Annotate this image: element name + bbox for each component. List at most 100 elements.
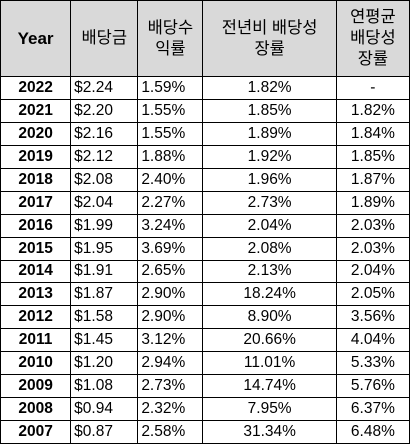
cell-yield[interactable]: 2.90% xyxy=(137,282,204,307)
cell-dividend[interactable]: $2.04 xyxy=(70,190,139,215)
cell-year[interactable]: 2018 xyxy=(0,167,72,192)
table-row: 2012 $1.58 2.90% 8.90% 3.56% xyxy=(0,305,411,330)
header-row: Year 배당금 배당수 익률 전년비 배당성 장률 연평균 배당성 장률 xyxy=(0,0,411,77)
cell-cagr[interactable]: 1.87% xyxy=(335,167,411,192)
table-row: 2013 $1.87 2.90% 18.24% 2.05% xyxy=(0,282,411,307)
cell-yield[interactable]: 3.69% xyxy=(137,236,204,261)
cell-dividend[interactable]: $2.12 xyxy=(70,144,139,169)
cell-cagr[interactable]: 5.76% xyxy=(335,374,411,399)
cell-cagr[interactable]: 6.37% xyxy=(335,397,411,422)
cell-year[interactable]: 2022 xyxy=(0,76,72,100)
header-cagr-line3: 장률 xyxy=(357,50,389,68)
cell-cagr[interactable]: 1.89% xyxy=(335,190,411,215)
cell-dividend[interactable]: $1.58 xyxy=(70,305,139,330)
table-row: 2010 $1.20 2.94% 11.01% 5.33% xyxy=(0,351,411,376)
cell-yield[interactable]: 1.55% xyxy=(137,121,204,146)
cell-yield[interactable]: 2.90% xyxy=(137,305,204,330)
cell-cagr[interactable]: 1.84% xyxy=(335,121,411,146)
cell-yoy-growth[interactable]: 2.13% xyxy=(202,259,337,284)
cell-dividend[interactable]: $1.95 xyxy=(70,236,139,261)
header-dividend: 배당금 xyxy=(70,0,139,77)
cell-dividend[interactable]: $2.08 xyxy=(70,167,139,192)
header-yoy-line2: 장률 xyxy=(254,39,285,58)
header-yield-line1: 배당수 xyxy=(147,18,194,37)
cell-dividend[interactable]: $1.45 xyxy=(70,328,139,353)
cell-yield[interactable]: 2.27% xyxy=(137,190,204,215)
cell-yoy-growth[interactable]: 1.85% xyxy=(202,98,337,123)
cell-yield[interactable]: 2.73% xyxy=(137,374,204,399)
cell-cagr[interactable]: 1.82% xyxy=(335,98,411,123)
cell-cagr[interactable]: 5.33% xyxy=(335,351,411,376)
cell-yield[interactable]: 2.94% xyxy=(137,351,204,376)
cell-yoy-growth[interactable]: 1.89% xyxy=(202,121,337,146)
cell-dividend[interactable]: $0.87 xyxy=(70,420,139,444)
cell-year[interactable]: 2016 xyxy=(0,213,72,238)
cell-dividend[interactable]: $2.20 xyxy=(70,98,139,123)
cell-dividend[interactable]: $1.08 xyxy=(70,374,139,399)
cell-year[interactable]: 2009 xyxy=(0,374,72,399)
cell-dividend[interactable]: $2.24 xyxy=(70,76,139,100)
cell-cagr[interactable]: 4.04% xyxy=(335,328,411,353)
cell-yield[interactable]: 2.65% xyxy=(137,259,204,284)
cell-year[interactable]: 2007 xyxy=(0,420,72,444)
cell-yield[interactable]: 2.40% xyxy=(137,167,204,192)
cell-yoy-growth[interactable]: 2.04% xyxy=(202,213,337,238)
cell-year[interactable]: 2017 xyxy=(0,190,72,215)
cell-year[interactable]: 2012 xyxy=(0,305,72,330)
table-row: 2021 $2.20 1.55% 1.85% 1.82% xyxy=(0,98,411,123)
cell-cagr[interactable]: 2.04% xyxy=(335,259,411,284)
cell-cagr[interactable]: 2.03% xyxy=(335,213,411,238)
cell-dividend[interactable]: $2.16 xyxy=(70,121,139,146)
cell-yield[interactable]: 1.88% xyxy=(137,144,204,169)
cell-yoy-growth[interactable]: 31.34% xyxy=(202,420,337,444)
header-yoy-growth: 전년비 배당성 장률 xyxy=(202,0,337,77)
table-row: 2017 $2.04 2.27% 2.73% 1.89% xyxy=(0,190,411,215)
cell-yoy-growth[interactable]: 2.73% xyxy=(202,190,337,215)
cell-yoy-growth[interactable]: 20.66% xyxy=(202,328,337,353)
cell-yield[interactable]: 2.32% xyxy=(137,397,204,422)
table-row: 2019 $2.12 1.88% 1.92% 1.85% xyxy=(0,144,411,169)
cell-year[interactable]: 2010 xyxy=(0,351,72,376)
cell-yoy-growth[interactable]: 11.01% xyxy=(202,351,337,376)
cell-dividend[interactable]: $1.91 xyxy=(70,259,139,284)
cell-yoy-growth[interactable]: 18.24% xyxy=(202,282,337,307)
cell-cagr[interactable]: 3.56% xyxy=(335,305,411,330)
cell-yoy-growth[interactable]: 1.96% xyxy=(202,167,337,192)
cell-yield[interactable]: 2.58% xyxy=(137,420,204,444)
header-cagr-line1: 연평균 xyxy=(350,8,396,26)
cell-yield[interactable]: 3.12% xyxy=(137,328,204,353)
cell-year[interactable]: 2008 xyxy=(0,397,72,422)
header-year: Year xyxy=(0,0,72,77)
table-row: 2007 $0.87 2.58% 31.34% 6.48% xyxy=(0,420,411,444)
cell-dividend[interactable]: $1.87 xyxy=(70,282,139,307)
cell-year[interactable]: 2014 xyxy=(0,259,72,284)
cell-yoy-growth[interactable]: 8.90% xyxy=(202,305,337,330)
cell-dividend[interactable]: $1.99 xyxy=(70,213,139,238)
cell-yield[interactable]: 1.55% xyxy=(137,98,204,123)
cell-dividend[interactable]: $1.20 xyxy=(70,351,139,376)
cell-yoy-growth[interactable]: 7.95% xyxy=(202,397,337,422)
cell-cagr[interactable]: 2.03% xyxy=(335,236,411,261)
cell-yoy-growth[interactable]: 1.82% xyxy=(202,76,337,100)
cell-yield[interactable]: 3.24% xyxy=(137,213,204,238)
cell-year[interactable]: 2019 xyxy=(0,144,72,169)
header-yield-line2: 익률 xyxy=(155,39,186,58)
cell-dividend[interactable]: $0.94 xyxy=(70,397,139,422)
cell-cagr[interactable]: 1.85% xyxy=(335,144,411,169)
cell-cagr[interactable]: 6.48% xyxy=(335,420,411,444)
cell-year[interactable]: 2015 xyxy=(0,236,72,261)
cell-yoy-growth[interactable]: 2.08% xyxy=(202,236,337,261)
cell-cagr[interactable]: - xyxy=(335,76,411,100)
table-row: 2011 $1.45 3.12% 20.66% 4.04% xyxy=(0,328,411,353)
cell-year[interactable]: 2021 xyxy=(0,98,72,123)
cell-yoy-growth[interactable]: 14.74% xyxy=(202,374,337,399)
cell-year[interactable]: 2020 xyxy=(0,121,72,146)
table-row: 2022 $2.24 1.59% 1.82% - xyxy=(0,76,411,100)
cell-cagr[interactable]: 2.05% xyxy=(335,282,411,307)
cell-year[interactable]: 2013 xyxy=(0,282,72,307)
table-row: 2009 $1.08 2.73% 14.74% 5.76% xyxy=(0,374,411,399)
cell-yield[interactable]: 1.59% xyxy=(137,76,204,100)
cell-yoy-growth[interactable]: 1.92% xyxy=(202,144,337,169)
header-cagr-line2: 배당성 xyxy=(350,29,396,47)
cell-year[interactable]: 2011 xyxy=(0,328,72,353)
